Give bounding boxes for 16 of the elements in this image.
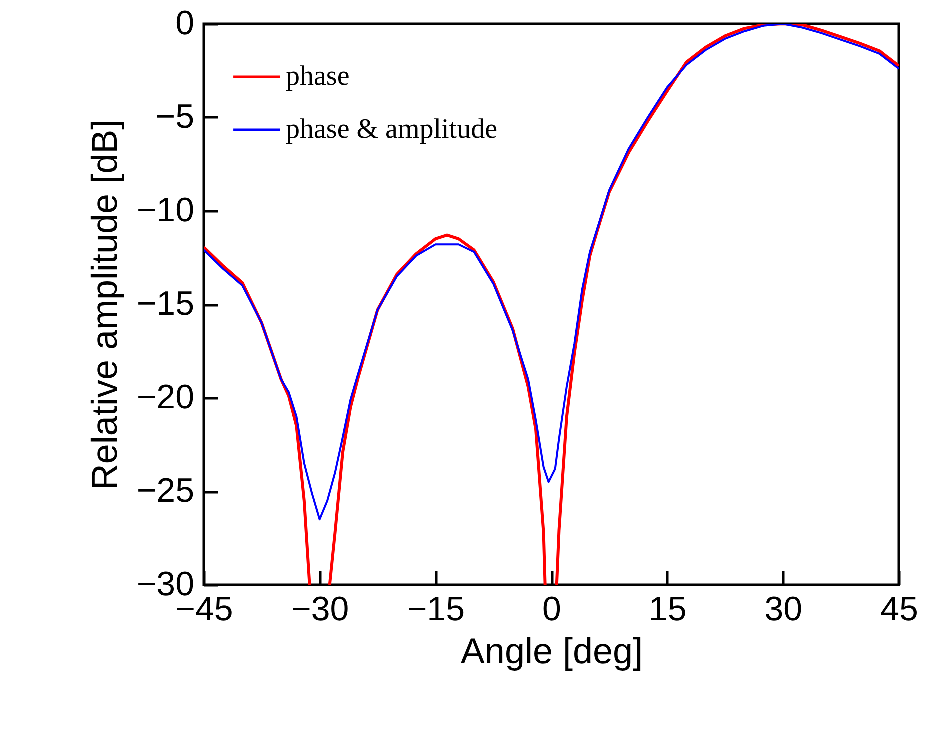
y-tick-label: −20	[136, 378, 194, 416]
x-tick-label: 30	[764, 590, 803, 628]
x-tick-label: 15	[648, 590, 687, 628]
legend-label: phase & amplitude	[286, 114, 498, 145]
x-tick-label: −15	[407, 590, 466, 628]
y-tick-label: −15	[136, 285, 194, 323]
y-tick-label: −10	[136, 192, 194, 230]
x-tick-label: 45	[880, 590, 918, 628]
x-axis-title: Angle [deg]	[460, 630, 644, 672]
y-axis-title: Relative amplitude [dB]	[84, 120, 125, 490]
x-tick-label: −30	[291, 590, 350, 628]
legend-label: phase	[286, 61, 350, 92]
y-tick-label: −25	[136, 472, 194, 510]
x-tick-label: 0	[542, 590, 562, 628]
y-tick-label: 0	[176, 4, 194, 42]
y-tick-label: −5	[156, 98, 194, 136]
